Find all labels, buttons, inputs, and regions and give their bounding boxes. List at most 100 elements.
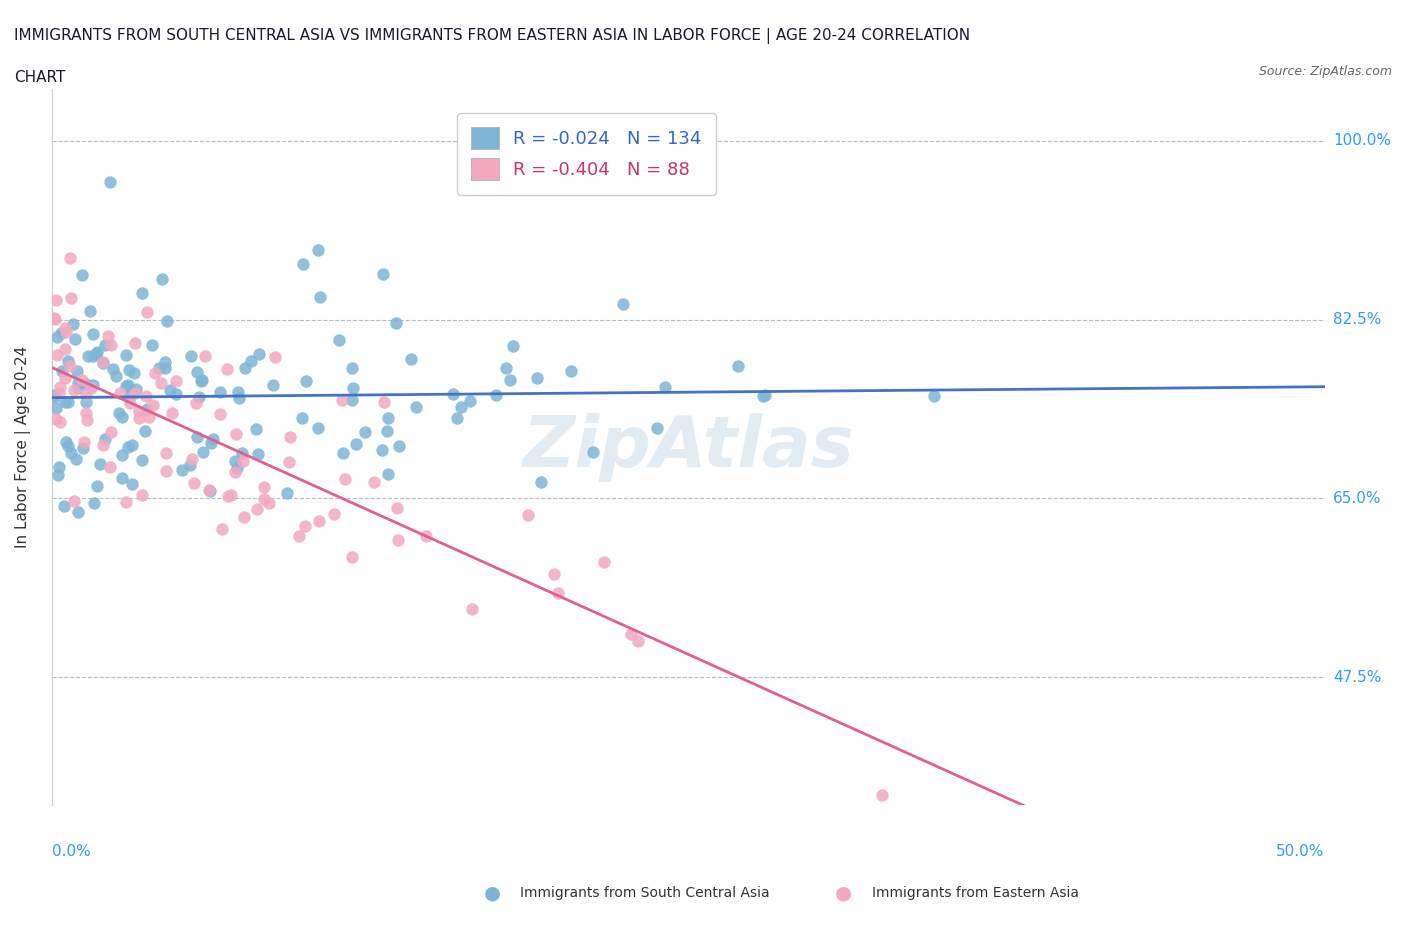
Point bbox=[373, 394, 395, 409]
Point bbox=[387, 533, 409, 548]
Point bbox=[65, 451, 87, 466]
Point bbox=[48, 459, 70, 474]
Point bbox=[82, 326, 104, 341]
Point bbox=[131, 487, 153, 502]
Point bbox=[291, 257, 314, 272]
Point bbox=[51, 364, 73, 379]
Point bbox=[754, 388, 776, 403]
Point bbox=[66, 364, 89, 379]
Point bbox=[277, 454, 299, 469]
Point bbox=[307, 420, 329, 435]
Point bbox=[309, 289, 332, 304]
Point bbox=[138, 409, 160, 424]
Point bbox=[53, 498, 76, 513]
Point bbox=[44, 311, 66, 325]
Text: ●: ● bbox=[835, 884, 852, 902]
Point bbox=[450, 400, 472, 415]
Point bbox=[115, 495, 138, 510]
Point bbox=[226, 461, 249, 476]
Point bbox=[183, 475, 205, 490]
Point bbox=[70, 372, 93, 387]
Point bbox=[79, 304, 101, 319]
Legend: R = -0.024   N = 134, R = -0.404   N = 88: R = -0.024 N = 134, R = -0.404 N = 88 bbox=[457, 113, 716, 194]
Point bbox=[155, 361, 177, 376]
Point bbox=[179, 458, 201, 472]
Point bbox=[330, 392, 353, 407]
Point bbox=[224, 454, 246, 469]
Point bbox=[59, 359, 82, 374]
Point bbox=[165, 387, 187, 402]
Point bbox=[530, 474, 553, 489]
Text: 82.5%: 82.5% bbox=[1333, 312, 1381, 327]
Point bbox=[84, 347, 107, 362]
Point bbox=[385, 315, 408, 330]
Point bbox=[307, 243, 329, 258]
Point bbox=[377, 466, 399, 481]
Point bbox=[221, 487, 243, 502]
Point bbox=[86, 478, 108, 493]
Point bbox=[253, 492, 276, 507]
Point bbox=[190, 374, 212, 389]
Point bbox=[111, 447, 134, 462]
Point bbox=[59, 445, 82, 460]
Point bbox=[56, 353, 79, 368]
Point bbox=[131, 452, 153, 467]
Point bbox=[63, 382, 86, 397]
Point bbox=[143, 365, 166, 380]
Point bbox=[499, 373, 522, 388]
Point bbox=[308, 513, 330, 528]
Point bbox=[44, 390, 66, 405]
Point bbox=[363, 474, 385, 489]
Point bbox=[593, 554, 616, 569]
Point bbox=[245, 421, 267, 436]
Point bbox=[148, 360, 170, 375]
Point bbox=[45, 293, 67, 308]
Point bbox=[388, 438, 411, 453]
Point bbox=[98, 459, 121, 474]
Point bbox=[191, 373, 214, 388]
Text: ZipAtlas: ZipAtlas bbox=[523, 413, 853, 482]
Point bbox=[193, 445, 215, 459]
Point bbox=[91, 438, 114, 453]
Point bbox=[44, 388, 66, 403]
Point bbox=[385, 500, 408, 515]
Point bbox=[120, 396, 142, 411]
Text: 47.5%: 47.5% bbox=[1333, 670, 1381, 685]
Point bbox=[93, 338, 115, 352]
Point bbox=[458, 394, 481, 409]
Point bbox=[415, 528, 437, 543]
Point bbox=[93, 432, 115, 446]
Point bbox=[495, 361, 517, 376]
Point bbox=[72, 441, 94, 456]
Point bbox=[560, 364, 582, 379]
Point bbox=[323, 507, 346, 522]
Point bbox=[135, 389, 157, 404]
Point bbox=[226, 384, 249, 399]
Point bbox=[654, 379, 676, 394]
Text: Source: ZipAtlas.com: Source: ZipAtlas.com bbox=[1258, 65, 1392, 78]
Point bbox=[333, 472, 356, 486]
Point bbox=[294, 519, 316, 534]
Point bbox=[67, 376, 90, 391]
Point bbox=[150, 272, 173, 286]
Point bbox=[233, 361, 256, 376]
Point bbox=[446, 411, 468, 426]
Point bbox=[215, 362, 238, 377]
Point bbox=[166, 373, 188, 388]
Point bbox=[110, 385, 132, 400]
Point bbox=[198, 483, 221, 498]
Point bbox=[108, 405, 131, 420]
Point bbox=[75, 377, 97, 392]
Point bbox=[231, 445, 253, 460]
Point bbox=[155, 463, 177, 478]
Point bbox=[114, 379, 136, 393]
Point bbox=[122, 365, 145, 380]
Point bbox=[218, 488, 240, 503]
Point bbox=[63, 494, 86, 509]
Point bbox=[48, 385, 70, 400]
Point bbox=[53, 394, 76, 409]
Text: 0.0%: 0.0% bbox=[52, 844, 90, 859]
Point bbox=[543, 567, 565, 582]
Point bbox=[159, 382, 181, 397]
Point bbox=[627, 633, 650, 648]
